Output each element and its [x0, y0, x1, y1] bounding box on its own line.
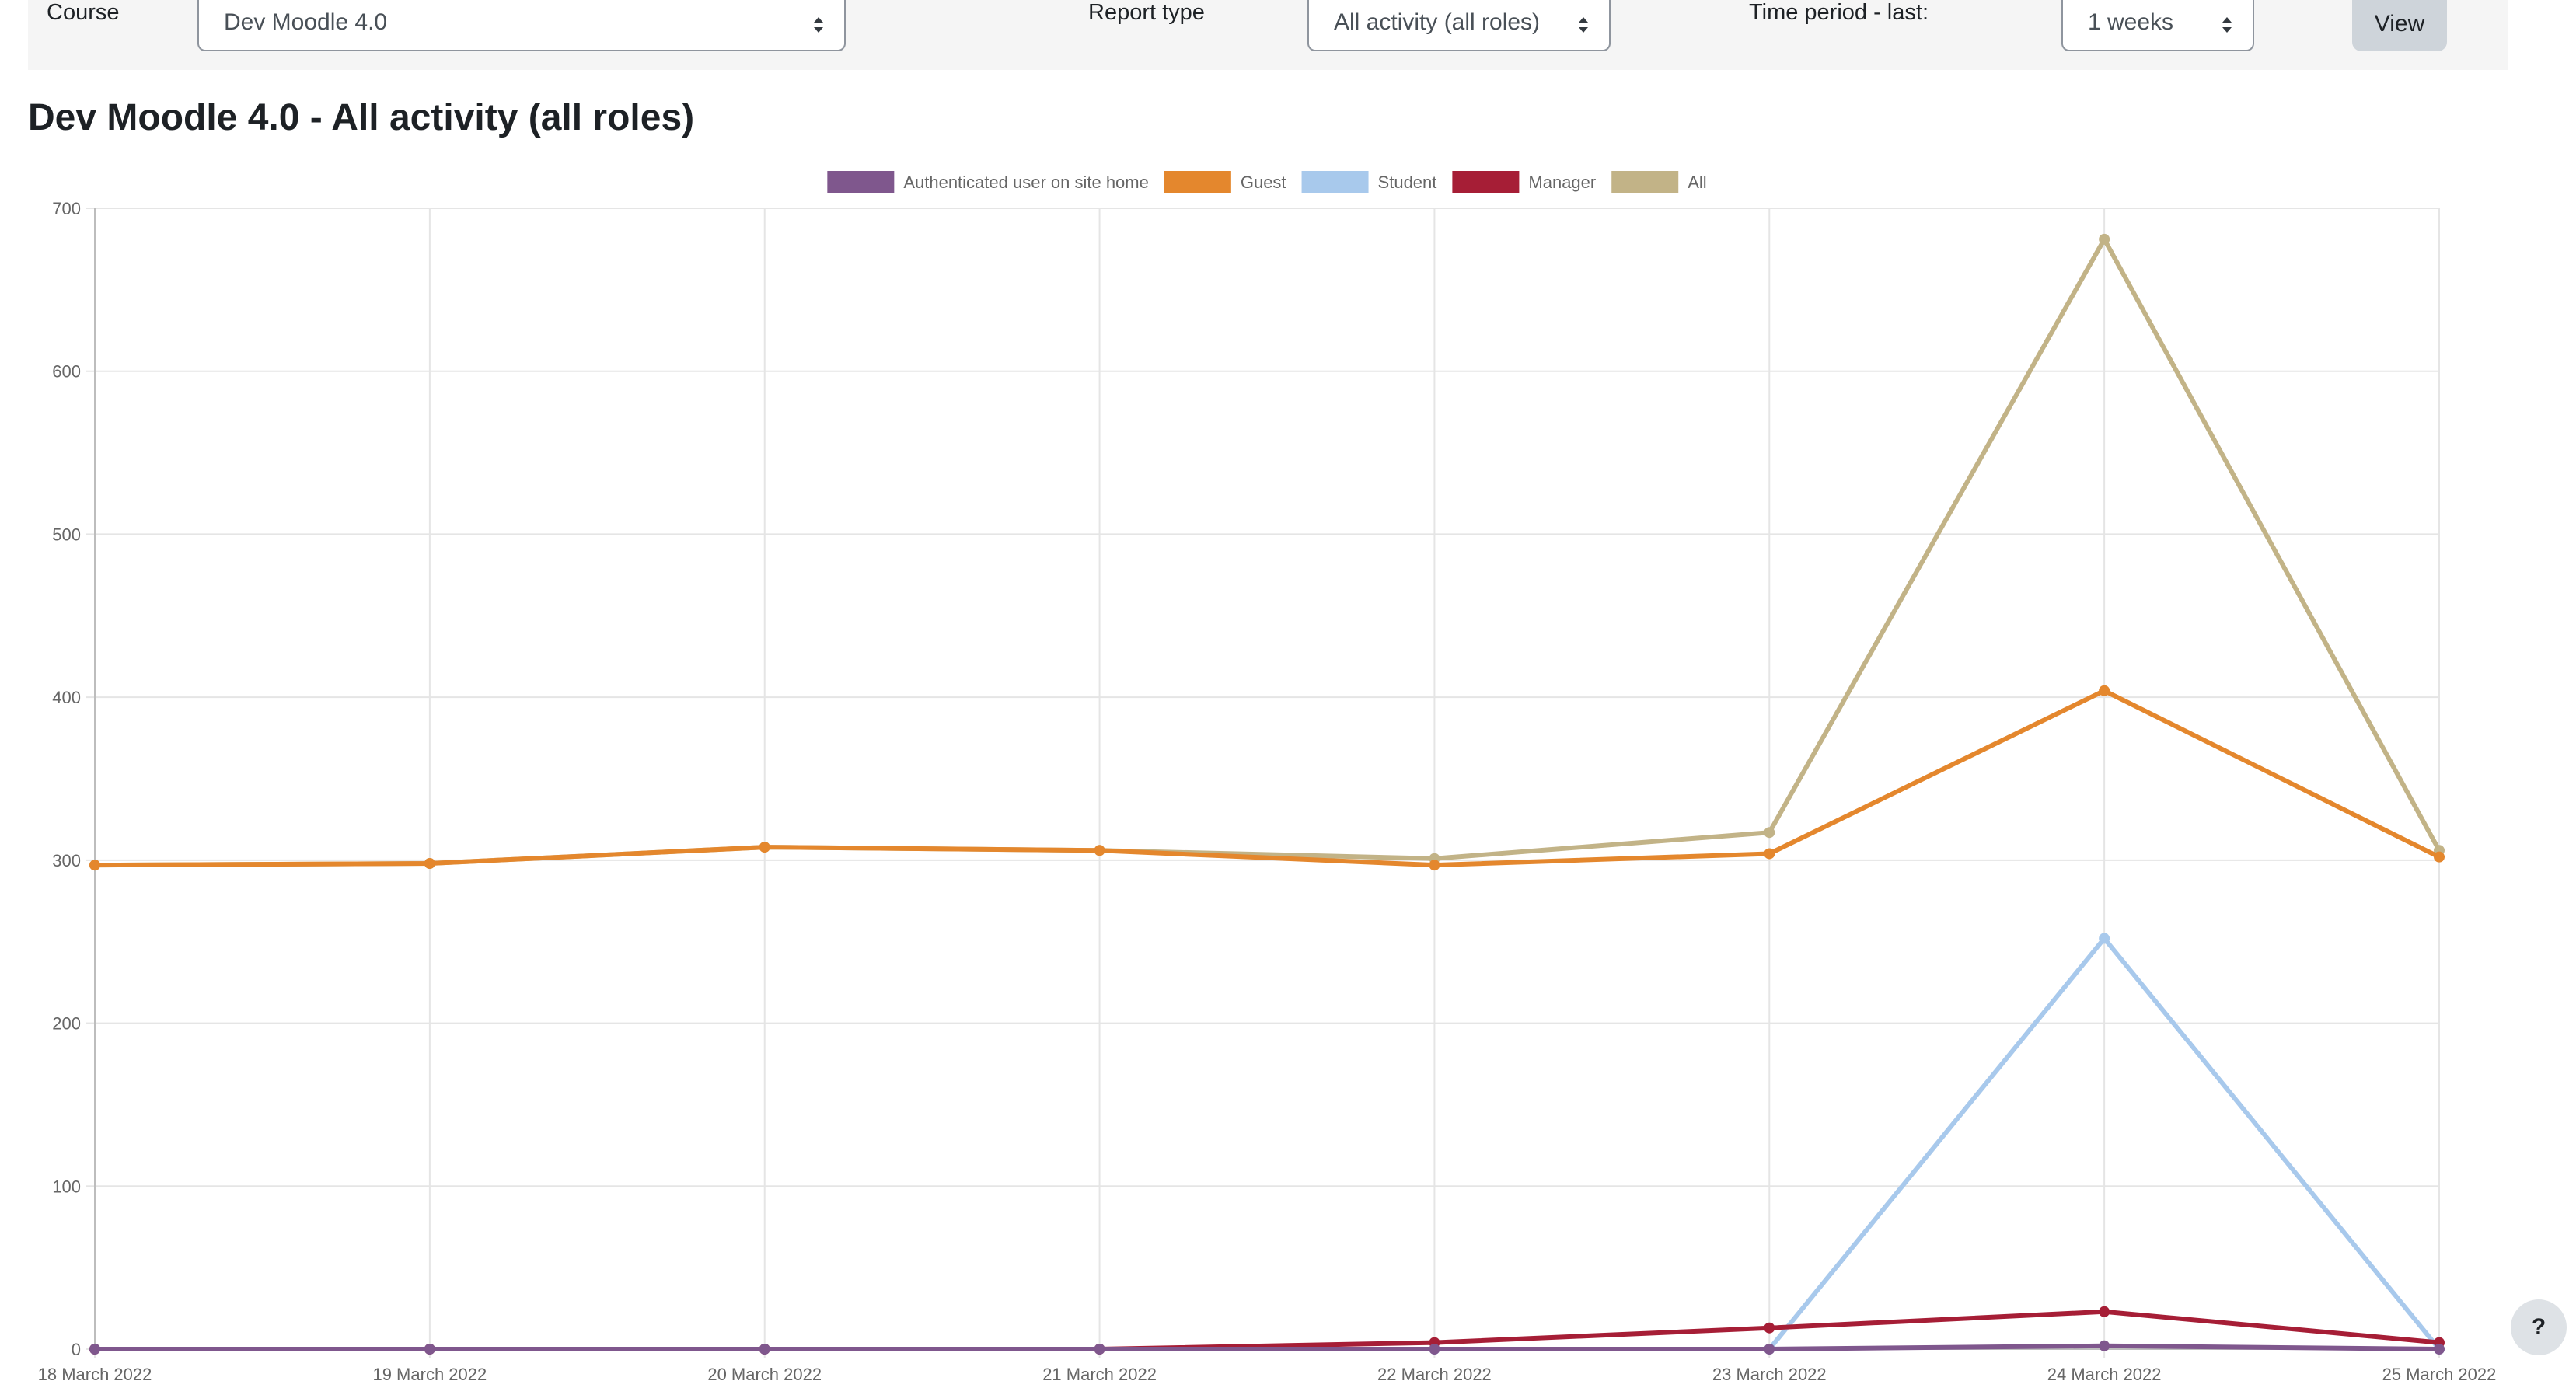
view-button[interactable]: View — [2352, 0, 2447, 51]
course-select-value: Dev Moodle 4.0 — [224, 9, 388, 35]
x-tick-label: 21 March 2022 — [1042, 1365, 1157, 1384]
legend-label: All — [1688, 173, 1706, 192]
series-line — [95, 936, 2442, 1351]
y-tick-label: 400 — [52, 688, 81, 707]
legend-item: All — [1611, 171, 1707, 193]
y-tick-label: 600 — [52, 362, 81, 382]
report-type-label: Report type — [1088, 0, 1205, 25]
x-tick-label: 24 March 2022 — [2047, 1365, 2162, 1384]
data-point — [89, 1344, 100, 1355]
legend-item: Authenticated user on site home — [827, 171, 1149, 193]
report-type-select-value: All activity (all roles) — [1334, 9, 1541, 35]
data-point — [1764, 848, 1775, 860]
data-point — [2099, 1340, 2110, 1351]
series-guest — [89, 685, 2445, 871]
data-point — [759, 842, 770, 853]
y-tick-label: 200 — [52, 1014, 81, 1034]
legend-swatch — [827, 171, 895, 193]
legend-swatch — [1611, 171, 1679, 193]
chart-grid: 0 100 200 300 400 500 600 700 18 March 2022 19 Ma… — [38, 199, 2497, 1384]
activity-line-chart: 0 100 200 300 400 500 600 700 18 March 2022 19 Ma… — [38, 171, 2497, 1384]
legend-item: Manager — [1452, 171, 1596, 193]
data-point — [2434, 1344, 2445, 1355]
series-authenticated-user-on-site-home — [89, 1340, 2445, 1355]
course-label: Course — [47, 0, 120, 25]
help-button[interactable]: ? — [2511, 1299, 2567, 1355]
data-point — [1094, 845, 1105, 856]
y-tick-label: 500 — [52, 525, 81, 544]
legend-label: Guest — [1241, 173, 1286, 192]
data-point — [1429, 1344, 1440, 1355]
data-point — [2099, 233, 2110, 245]
data-point — [2099, 685, 2110, 696]
x-tick-label: 22 March 2022 — [1377, 1365, 1492, 1384]
legend-item: Guest — [1164, 171, 1286, 193]
y-tick-label: 100 — [52, 1177, 81, 1196]
legend-label: Manager — [1528, 173, 1596, 192]
y-tick-label: 300 — [52, 851, 81, 870]
data-point — [1429, 860, 1440, 871]
data-point — [89, 860, 100, 871]
legend-swatch — [1301, 171, 1369, 193]
series-line — [94, 688, 2441, 868]
data-point — [2099, 933, 2110, 944]
data-point — [1764, 827, 1775, 839]
data-point — [2434, 851, 2445, 863]
data-point — [1764, 1344, 1775, 1355]
x-tick-label: 19 March 2022 — [372, 1365, 487, 1384]
report-type-select[interactable]: All activity (all roles) — [1307, 0, 1611, 51]
time-period-label: Time period - last: — [1749, 0, 1929, 25]
y-tick-label: 0 — [72, 1340, 81, 1359]
series-line — [95, 1309, 2440, 1351]
legend-swatch — [1164, 171, 1231, 193]
x-tick-label: 23 March 2022 — [1712, 1365, 1827, 1384]
data-point — [424, 1344, 435, 1355]
legend-label: Student — [1378, 173, 1437, 192]
time-period-select[interactable]: 1 weeks — [2061, 0, 2254, 51]
legend-label: Authenticated user on site home — [903, 173, 1149, 192]
select-arrows-icon — [814, 17, 823, 33]
data-point — [2099, 1306, 2110, 1317]
data-point — [759, 1344, 770, 1355]
select-arrows-icon — [2222, 17, 2232, 33]
course-select[interactable]: Dev Moodle 4.0 — [197, 0, 846, 51]
data-point — [1764, 1322, 1775, 1334]
legend-item: Student — [1301, 171, 1437, 193]
data-point — [424, 858, 435, 870]
x-tick-label: 18 March 2022 — [38, 1365, 152, 1384]
time-period-select-value: 1 weeks — [2088, 9, 2174, 35]
x-tick-label: 25 March 2022 — [2382, 1365, 2497, 1384]
series-line — [94, 236, 2442, 868]
series-line — [95, 1343, 2440, 1351]
series-all — [89, 233, 2445, 871]
legend-swatch — [1452, 171, 1520, 193]
data-point — [1094, 1344, 1105, 1355]
series-student — [89, 933, 2445, 1355]
select-arrows-icon — [1579, 17, 1588, 33]
report-title: Dev Moodle 4.0 - All activity (all roles… — [28, 97, 695, 138]
chart-legend: Authenticated user on site home Guest Stud… — [827, 171, 1707, 193]
y-tick-label: 700 — [52, 199, 81, 218]
x-tick-label: 20 March 2022 — [707, 1365, 822, 1384]
